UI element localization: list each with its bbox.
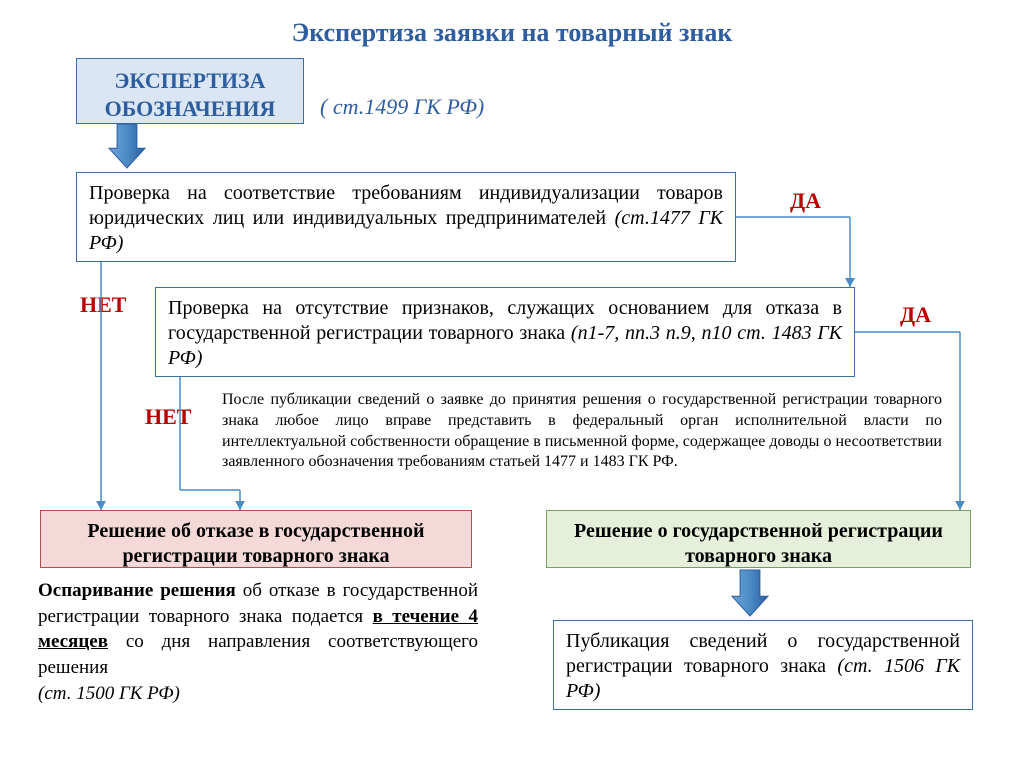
connector-lines	[0, 0, 1024, 767]
